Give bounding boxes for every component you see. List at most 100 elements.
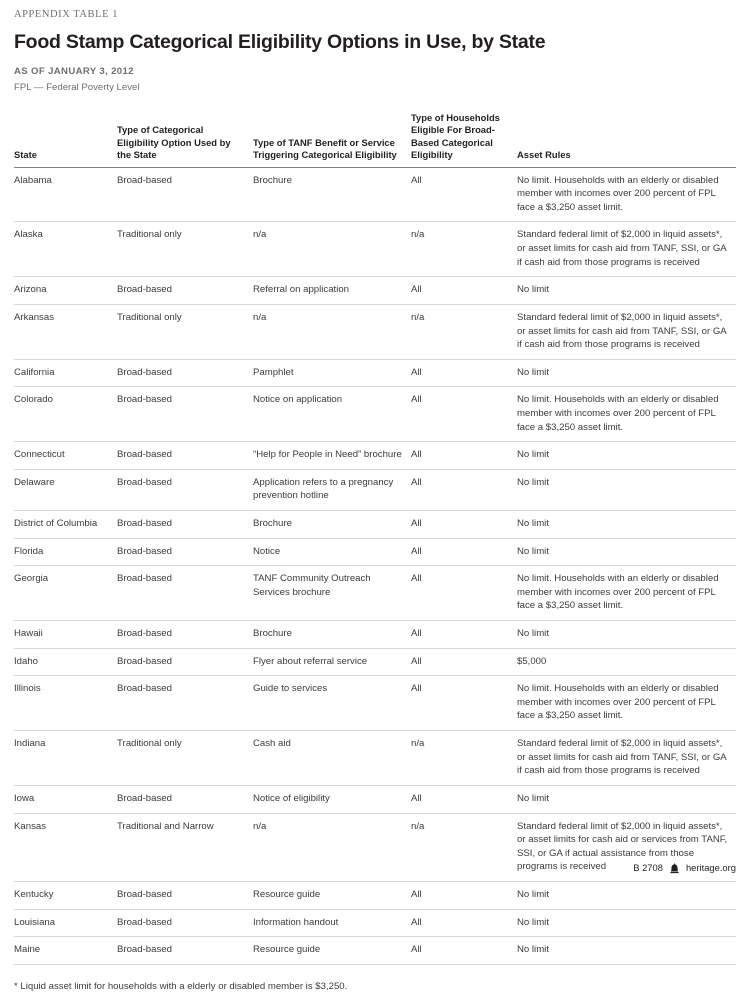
table-row: Iowa Broad-based Notice of eligibility All N…: [14, 785, 736, 814]
cell-asset-rules: No limit: [517, 276, 736, 305]
fpl-abbreviation-note: FPL — Federal Poverty Level: [14, 82, 140, 94]
cell-state: Indiana: [14, 730, 117, 786]
cell-household-type: All: [411, 648, 517, 677]
cell-tanf-benefit: n/a: [253, 813, 411, 882]
table-header: State Type of Categorical Eligibility Op…: [14, 112, 736, 168]
cell-tanf-benefit: Notice of eligibility: [253, 785, 411, 814]
cell-tanf-benefit: Brochure: [253, 620, 411, 649]
table-body: Alabama Broad-based Brochure All No limit. H…: [14, 167, 736, 965]
table-row: Georgia Broad-based TANF Community Outreac…: [14, 565, 736, 622]
table-row: Hawaii Broad-based Brochure All No limit: [14, 620, 736, 649]
cell-asset-rules: No limit: [517, 881, 736, 910]
column-header-state: State: [14, 112, 117, 168]
kicker-label: APPENDIX TABLE 1: [14, 9, 119, 20]
cell-option-type: Traditional only: [117, 221, 253, 278]
table-row: Delaware Broad-based Application refers to…: [14, 469, 736, 511]
cell-state: Illinois: [14, 675, 117, 732]
cell-option-type: Broad-based: [117, 386, 253, 443]
cell-household-type: n/a: [411, 730, 517, 786]
cell-option-type: Traditional only: [117, 304, 253, 360]
cell-tanf-benefit: Brochure: [253, 167, 411, 223]
liberty-bell-icon: [669, 863, 680, 874]
cell-household-type: All: [411, 167, 517, 223]
cell-asset-rules: No limit: [517, 936, 736, 965]
cell-asset-rules: Standard federal limit of $2,000 in liqu…: [517, 813, 736, 882]
cell-household-type: All: [411, 785, 517, 814]
appendix-table-page: APPENDIX TABLE 1 Food Stamp Categorical …: [14, 9, 736, 992]
cell-state: Maine: [14, 936, 117, 965]
cell-option-type: Broad-based: [117, 359, 253, 388]
cell-option-type: Broad-based: [117, 441, 253, 470]
cell-household-type: All: [411, 469, 517, 511]
cell-household-type: All: [411, 909, 517, 938]
cell-household-type: All: [411, 386, 517, 443]
cell-option-type: Broad-based: [117, 469, 253, 511]
cell-tanf-benefit: Resource guide: [253, 881, 411, 910]
column-header-household-type: Type of Households Eligible For Broad-Ba…: [411, 112, 517, 168]
cell-tanf-benefit: Flyer about referral service: [253, 648, 411, 677]
cell-asset-rules: No limit: [517, 785, 736, 814]
cell-tanf-benefit: Notice on application: [253, 386, 411, 443]
cell-state: Kansas: [14, 813, 117, 882]
cell-state: Louisiana: [14, 909, 117, 938]
cell-asset-rules: No limit: [517, 510, 736, 539]
cell-household-type: All: [411, 881, 517, 910]
cell-tanf-benefit: Resource guide: [253, 936, 411, 965]
table-row: Kansas Traditional and Narrow n/a n/a Standa…: [14, 813, 736, 882]
footnote: * Liquid asset limit for households with…: [14, 980, 348, 992]
table-row: District of Columbia Broad-based Brochure A…: [14, 510, 736, 539]
cell-household-type: All: [411, 510, 517, 539]
table-row: Arkansas Traditional only n/a n/a Standard f…: [14, 304, 736, 360]
cell-household-type: All: [411, 620, 517, 649]
cell-state: Idaho: [14, 648, 117, 677]
cell-asset-rules: Standard federal limit of $2,000 in liqu…: [517, 730, 736, 786]
cell-household-type: All: [411, 538, 517, 567]
cell-option-type: Broad-based: [117, 675, 253, 732]
cell-state: Alaska: [14, 221, 117, 278]
column-header-tanf-benefit: Type of TANF Benefit or Service Triggeri…: [253, 112, 411, 168]
cell-option-type: Broad-based: [117, 648, 253, 677]
cell-tanf-benefit: n/a: [253, 304, 411, 360]
as-of-date: AS OF JANUARY 3, 2012: [14, 66, 134, 78]
column-header-option-type: Type of Categorical Eligibility Option U…: [117, 112, 253, 168]
cell-state: Arizona: [14, 276, 117, 305]
cell-option-type: Broad-based: [117, 936, 253, 965]
cell-state: Delaware: [14, 469, 117, 511]
cell-option-type: Traditional only: [117, 730, 253, 786]
cell-household-type: All: [411, 359, 517, 388]
cell-asset-rules: Standard federal limit of $2,000 in liqu…: [517, 221, 736, 278]
cell-asset-rules: No limit. Households with an elderly or …: [517, 565, 736, 622]
cell-option-type: Traditional and Narrow: [117, 813, 253, 882]
cell-state: Alabama: [14, 167, 117, 223]
cell-asset-rules: No limit: [517, 538, 736, 567]
cell-option-type: Broad-based: [117, 510, 253, 539]
cell-option-type: Broad-based: [117, 167, 253, 223]
table-row: Florida Broad-based Notice All No limit: [14, 538, 736, 567]
cell-tanf-benefit: n/a: [253, 221, 411, 278]
cell-household-type: n/a: [411, 304, 517, 360]
source-label: heritage.org: [685, 862, 736, 873]
cell-household-type: n/a: [411, 813, 517, 882]
cell-state: Connecticut: [14, 441, 117, 470]
cell-option-type: Broad-based: [117, 785, 253, 814]
cell-state: Georgia: [14, 565, 117, 622]
table-row: Louisiana Broad-based Information handout A…: [14, 909, 736, 938]
cell-tanf-benefit: “Help for People in Need” brochure: [253, 441, 411, 470]
cell-household-type: All: [411, 276, 517, 305]
page-title: Food Stamp Categorical Eligibility Optio…: [14, 30, 546, 53]
cell-asset-rules: $5,000: [517, 648, 736, 677]
cell-tanf-benefit: Pamphlet: [253, 359, 411, 388]
cell-asset-rules: No limit: [517, 620, 736, 649]
cell-tanf-benefit: Guide to services: [253, 675, 411, 732]
cell-asset-rules: No limit. Households with an elderly or …: [517, 675, 736, 732]
cell-state: California: [14, 359, 117, 388]
cell-option-type: Broad-based: [117, 538, 253, 567]
cell-asset-rules: No limit. Households with an elderly or …: [517, 386, 736, 443]
cell-state: Hawaii: [14, 620, 117, 649]
eligibility-table: State Type of Categorical Eligibility Op…: [14, 112, 736, 965]
table-row: Maine Broad-based Resource guide All No limi…: [14, 936, 736, 965]
cell-state: Kentucky: [14, 881, 117, 910]
cell-state: District of Columbia: [14, 510, 117, 539]
cell-asset-rules: No limit: [517, 441, 736, 470]
cell-tanf-benefit: Cash aid: [253, 730, 411, 786]
